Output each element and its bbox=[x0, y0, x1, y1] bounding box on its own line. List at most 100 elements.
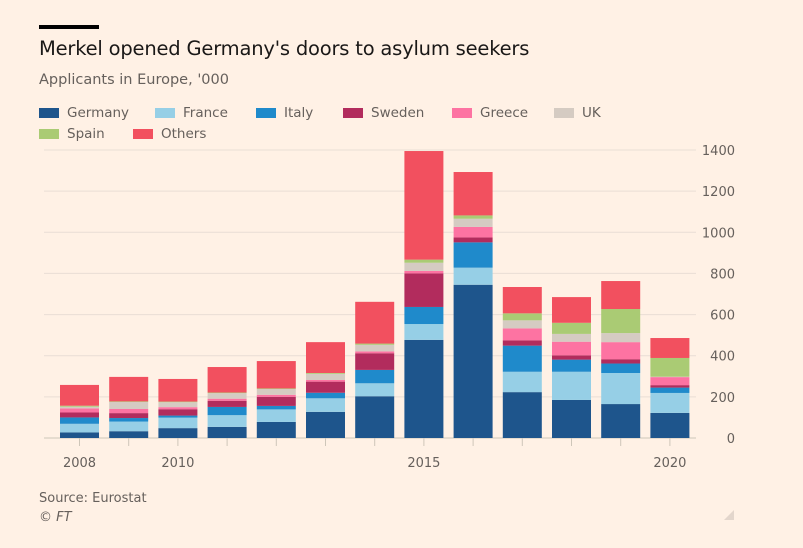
bar-segment-sweden-2018 bbox=[552, 355, 591, 360]
bar-segment-others-2018 bbox=[552, 297, 591, 323]
bar-segment-others-2013 bbox=[306, 342, 345, 373]
bar-segment-france-2011 bbox=[207, 415, 247, 427]
bar-segment-others-2016 bbox=[453, 172, 493, 216]
bar-segment-france-2018 bbox=[552, 371, 591, 400]
bar-segment-france-2012 bbox=[256, 409, 296, 422]
bar-segment-uk-2014 bbox=[355, 344, 395, 352]
bar-segment-germany-2018 bbox=[552, 399, 591, 438]
bar-segment-spain-2012 bbox=[256, 388, 296, 390]
bar-segment-germany-2015 bbox=[404, 339, 444, 438]
x-axis: 2008 2010 2015 2020 bbox=[63, 438, 686, 471]
bar-segment-france-2019 bbox=[601, 372, 641, 405]
bar-stack-2014 bbox=[355, 301, 395, 438]
legend-swatch bbox=[343, 108, 363, 118]
bar-segment-sweden-2019 bbox=[601, 359, 641, 364]
bar-segment-italy-2012 bbox=[256, 405, 296, 410]
bar-segment-germany-2009 bbox=[109, 431, 149, 438]
bar-segment-spain-2014 bbox=[355, 343, 395, 345]
bar-segment-sweden-2010 bbox=[158, 409, 198, 416]
bar-segment-spain-2016 bbox=[453, 215, 493, 219]
bar-segment-france-2013 bbox=[306, 398, 345, 412]
legend-label: Germany bbox=[67, 105, 130, 121]
bar-segment-greece-2010 bbox=[158, 407, 198, 410]
bar-segment-spain-2010 bbox=[158, 401, 198, 403]
bar-segment-spain-2015 bbox=[404, 259, 444, 263]
bar-segment-greece-2013 bbox=[306, 379, 345, 382]
bar-segment-sweden-2008 bbox=[60, 412, 99, 418]
bar-segment-italy-2020 bbox=[650, 387, 690, 393]
bar-segment-germany-2020 bbox=[650, 412, 690, 438]
bar-segment-greece-2012 bbox=[256, 394, 296, 397]
bar-segment-sweden-2009 bbox=[109, 413, 149, 419]
legend-swatch bbox=[39, 108, 59, 118]
bar-segment-greece-2018 bbox=[552, 341, 591, 356]
bar-segment-france-2015 bbox=[404, 324, 444, 340]
y-tick-label: 600 bbox=[710, 309, 735, 324]
x-tick-label: 2008 bbox=[63, 456, 96, 471]
bar-segment-spain-2019 bbox=[601, 309, 641, 334]
bar-segment-greece-2016 bbox=[453, 226, 493, 238]
y-tick-label: 200 bbox=[710, 391, 735, 406]
bar-segment-sweden-2013 bbox=[306, 381, 345, 393]
x-tick-label: 2020 bbox=[653, 456, 686, 471]
bar-segment-greece-2019 bbox=[601, 342, 641, 360]
bar-segment-sweden-2014 bbox=[355, 353, 395, 370]
x-tick-label: 2015 bbox=[407, 456, 440, 471]
bar-segment-france-2008 bbox=[60, 423, 99, 433]
bar-segment-germany-2008 bbox=[60, 432, 99, 438]
bar-segment-uk-2018 bbox=[552, 333, 591, 342]
bar-stack-2018 bbox=[552, 297, 591, 438]
bar-segment-spain-2013 bbox=[306, 372, 345, 374]
bar-segment-france-2020 bbox=[650, 392, 690, 413]
bar-segment-italy-2011 bbox=[207, 406, 247, 416]
bar-stack-2013 bbox=[306, 342, 345, 438]
bar-segment-others-2015 bbox=[404, 151, 444, 260]
y-tick-label: 0 bbox=[727, 432, 735, 447]
legend-label: Italy bbox=[284, 105, 314, 121]
legend-item-others: Others bbox=[133, 125, 206, 143]
bar-segment-greece-2014 bbox=[355, 351, 395, 354]
bar-segment-sweden-2011 bbox=[207, 400, 247, 407]
legend-swatch bbox=[452, 108, 472, 118]
bar-segment-uk-2008 bbox=[60, 406, 99, 409]
legend-label: France bbox=[183, 105, 228, 121]
legend-label: Spain bbox=[67, 126, 105, 142]
y-tick-label: 1400 bbox=[702, 144, 735, 159]
bar-stack-2017 bbox=[502, 287, 542, 438]
legend-item-uk: UK bbox=[554, 104, 601, 122]
bar-segment-spain-2009 bbox=[109, 401, 149, 402]
bar-segment-italy-2014 bbox=[355, 369, 395, 384]
legend-swatch bbox=[133, 129, 153, 139]
bar-segment-others-2019 bbox=[601, 281, 641, 310]
bar-segment-uk-2015 bbox=[404, 262, 444, 271]
bar-segment-france-2009 bbox=[109, 421, 149, 432]
bar-segment-others-2011 bbox=[207, 367, 247, 393]
bar-segment-others-2020 bbox=[650, 338, 690, 358]
y-tick-label: 1000 bbox=[702, 226, 735, 241]
bar-segment-germany-2017 bbox=[502, 392, 542, 438]
legend-label: Others bbox=[161, 126, 207, 142]
bar-stack-2015 bbox=[404, 151, 444, 438]
bar-segment-greece-2009 bbox=[109, 408, 149, 414]
bar-segment-italy-2017 bbox=[502, 345, 542, 372]
bar-segment-france-2016 bbox=[453, 267, 493, 285]
bar-segment-others-2014 bbox=[355, 301, 395, 344]
legend-item-greece: Greece bbox=[452, 104, 528, 122]
bar-stack-2011 bbox=[207, 367, 247, 438]
bar-segment-uk-2010 bbox=[158, 402, 198, 408]
bar-segment-italy-2010 bbox=[158, 415, 198, 418]
bar-segment-spain-2008 bbox=[60, 405, 99, 407]
bar-stack-2008 bbox=[60, 384, 99, 438]
bar-segment-italy-2008 bbox=[60, 417, 99, 424]
bar-segment-greece-2017 bbox=[502, 328, 542, 341]
bar-stack-2020 bbox=[650, 338, 690, 438]
bar-segment-italy-2009 bbox=[109, 418, 149, 422]
bar-segment-italy-2013 bbox=[306, 392, 345, 399]
bar-segment-france-2010 bbox=[158, 417, 198, 429]
y-tick-label: 400 bbox=[710, 350, 735, 365]
bar-segment-spain-2020 bbox=[650, 357, 690, 377]
bar-segment-uk-2017 bbox=[502, 320, 542, 329]
resize-handle-icon[interactable] bbox=[724, 510, 734, 520]
legend-swatch bbox=[39, 129, 59, 139]
